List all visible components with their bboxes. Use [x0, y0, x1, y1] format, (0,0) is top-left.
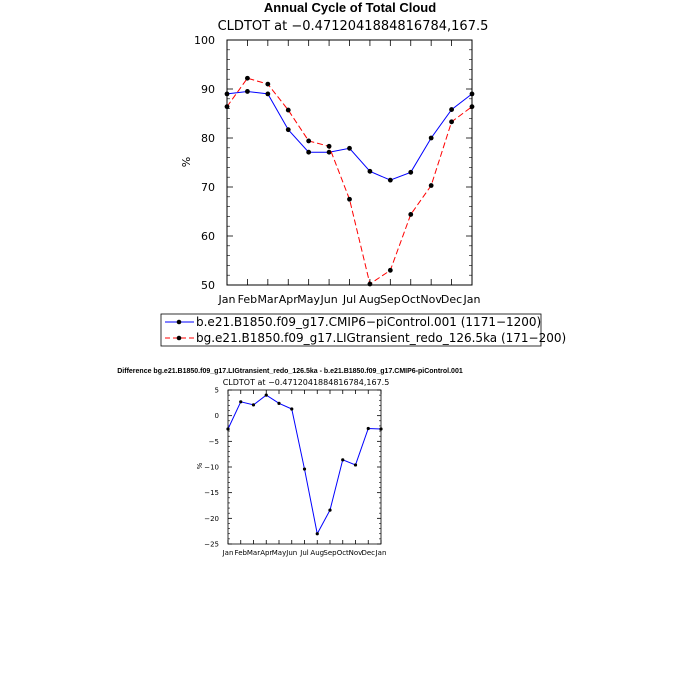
- x-tick-label: Apr: [260, 549, 272, 557]
- x-tick-label: Jan: [218, 293, 236, 306]
- x-tick-label: Nov: [420, 293, 442, 306]
- x-tick-label: Jan: [222, 549, 234, 557]
- series-0-point: [367, 168, 373, 174]
- y-tick-label: 5: [215, 387, 219, 395]
- y-tick-label: −25: [204, 541, 219, 549]
- y-tick-label: 60: [201, 230, 215, 243]
- series-1-point: [428, 183, 434, 188]
- annual-cycle-chart: Annual Cycle of Total Cloud CLDTOT at −0…: [180, 0, 488, 306]
- y-tick-label: 70: [201, 181, 215, 194]
- legend-marker-lig: [176, 335, 182, 341]
- x-tick-label: Jun: [319, 293, 337, 306]
- series-1-point: [367, 281, 373, 287]
- diff-y-axis-label: %: [196, 462, 204, 469]
- series-1-point: [449, 119, 454, 125]
- series-1-point: [285, 107, 291, 113]
- legend-label-lig: bg.e21.B1850.f09_g17.LIGtransient_redo_1…: [196, 331, 566, 345]
- series-0-point: [306, 149, 312, 155]
- main-chart-title: Annual Cycle of Total Cloud: [264, 0, 436, 15]
- y-tick-label: 90: [201, 83, 215, 96]
- series-1-point: [306, 138, 312, 144]
- main-y-axis-label: %: [180, 157, 193, 167]
- x-tick-label: Oct: [401, 293, 421, 306]
- diff-chart-subtitle: CLDTOT at −0.4712041884816784,167.5: [223, 378, 390, 387]
- x-tick-label: Sep: [323, 549, 337, 557]
- series-0-point: [245, 89, 250, 94]
- y-tick-label: −20: [204, 515, 219, 523]
- x-tick-label: May: [272, 549, 286, 557]
- series-0-point: [353, 463, 358, 467]
- series-1-point: [408, 212, 414, 217]
- series-0-point: [315, 532, 319, 536]
- y-tick-label: 80: [201, 132, 215, 145]
- legend: b.e21.B1850.f09_g17.CMIP6−piControl.001 …: [160, 313, 566, 347]
- diff-series-group: [226, 393, 383, 536]
- series-0-point: [449, 107, 454, 112]
- y-tick-label: −15: [204, 489, 219, 497]
- diff-plot-frame: [227, 389, 382, 545]
- x-tick-label: Mar: [257, 293, 278, 306]
- series-0-point: [326, 149, 332, 155]
- x-tick-label: Mar: [247, 549, 260, 557]
- legend-marker-control: [176, 319, 182, 325]
- x-tick-label: Jul: [342, 293, 356, 306]
- x-tick-label: Feb: [238, 293, 257, 306]
- series-0-point: [265, 91, 271, 97]
- x-tick-label: Nov: [349, 549, 363, 557]
- series-1-point: [347, 196, 352, 202]
- legend-label-control: b.e21.B1850.f09_g17.CMIP6−piControl.001 …: [196, 315, 541, 329]
- y-tick-label: −10: [204, 464, 219, 472]
- series-0-point: [366, 426, 370, 431]
- series-0-point: [328, 508, 332, 512]
- diff-chart-title: Difference bg.e21.B1850.f09_g17.LIGtrans…: [117, 368, 463, 375]
- series-0-point: [302, 467, 307, 471]
- series-0-point: [387, 177, 393, 183]
- x-tick-label: Feb: [235, 549, 248, 557]
- x-tick-label: Oct: [337, 549, 349, 557]
- series-1-point: [245, 75, 250, 81]
- legend-box: [160, 313, 542, 347]
- x-tick-label: Sep: [380, 293, 401, 306]
- x-tick-label: Jan: [463, 293, 481, 306]
- difference-chart: Difference bg.e21.B1850.f09_g17.LIGtrans…: [117, 368, 463, 557]
- x-tick-label: Aug: [310, 549, 324, 557]
- series-1-point: [265, 81, 271, 87]
- x-tick-label: Aug: [359, 293, 380, 306]
- x-tick-label: Jun: [285, 549, 297, 557]
- main-chart-subtitle: CLDTOT at −0.4712041884816784,167.5: [218, 19, 489, 34]
- main-plot-frame: [226, 39, 473, 286]
- y-tick-label: −5: [209, 438, 219, 446]
- series-0-point: [239, 400, 243, 404]
- x-tick-label: Jul: [299, 549, 309, 557]
- x-tick-label: Apr: [279, 293, 299, 306]
- series-line-0: [227, 394, 382, 536]
- series-0-point: [251, 403, 256, 407]
- series-0-point: [290, 407, 294, 411]
- x-tick-label: Dec: [441, 293, 462, 306]
- series-0-point: [347, 145, 352, 151]
- y-tick-label: 50: [201, 279, 215, 292]
- series-0-point: [285, 127, 291, 133]
- y-tick-label: 100: [194, 34, 215, 47]
- x-tick-label: May: [297, 293, 320, 306]
- series-1-point: [326, 143, 332, 149]
- series-0-point: [341, 458, 345, 462]
- series-0-point: [408, 169, 414, 175]
- series-line-0: [226, 90, 473, 181]
- main-series-group: [224, 75, 475, 287]
- series-line-1: [226, 77, 473, 285]
- series-0-point: [264, 393, 268, 397]
- x-tick-label: Dec: [361, 549, 375, 557]
- series-0-point: [428, 135, 434, 141]
- series-1-point: [387, 267, 393, 273]
- y-tick-label: 0: [215, 412, 219, 420]
- series-0-point: [277, 401, 281, 405]
- x-tick-label: Jan: [375, 549, 387, 557]
